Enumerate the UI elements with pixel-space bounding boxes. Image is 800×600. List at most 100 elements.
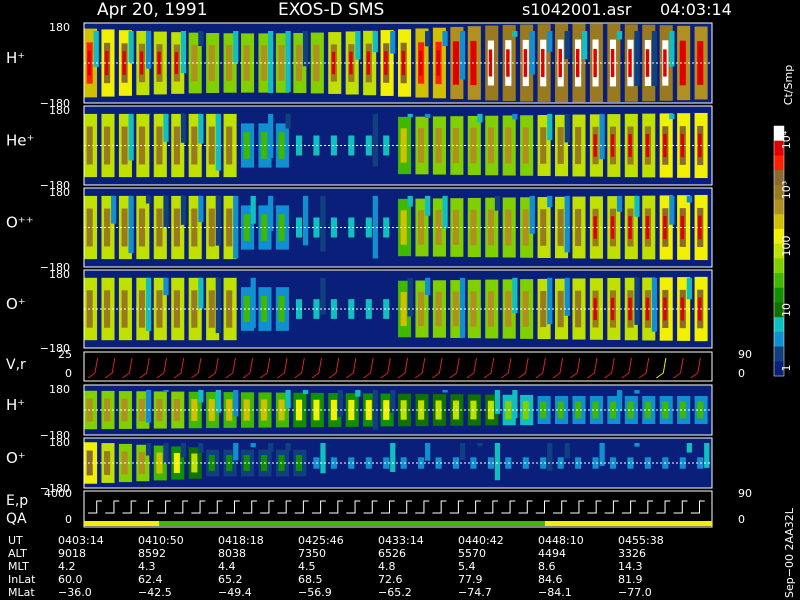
energy-trace	[553, 500, 567, 514]
heat-cell	[634, 443, 640, 447]
heat-cell	[645, 297, 650, 321]
heat-cell	[634, 31, 640, 86]
velocity-trace	[414, 357, 426, 379]
panel-frame	[83, 437, 713, 489]
heat-cell	[348, 399, 355, 421]
heat-cell	[295, 455, 303, 471]
heat-cell	[320, 195, 326, 252]
energy-trace	[535, 500, 550, 514]
panel-label: QA	[6, 511, 27, 527]
velocity-trace	[466, 357, 477, 379]
heat-cell	[564, 31, 570, 60]
heat-cell	[138, 208, 146, 247]
heat-cell	[627, 457, 634, 469]
energy-trace	[208, 500, 223, 514]
heat-cell	[425, 443, 431, 461]
energy-trace	[673, 500, 688, 514]
energy-trace	[570, 500, 585, 514]
heat-cell	[407, 113, 413, 118]
footer-value: 5570	[458, 547, 486, 560]
heat-cell	[156, 452, 163, 474]
heat-cell	[208, 208, 215, 247]
footer-value: 60.0	[58, 573, 83, 586]
heat-cell	[575, 290, 582, 328]
heat-cell	[564, 113, 570, 143]
footer-value: 65.2	[218, 573, 243, 586]
colorbar-tick: 10³	[780, 181, 793, 199]
energy-trace	[191, 500, 206, 514]
heat-cell	[582, 31, 588, 60]
heat-cell	[372, 113, 378, 167]
footer-value: 4.8	[378, 560, 396, 573]
heat-cell	[487, 127, 494, 164]
y-tick-bottom: −180	[40, 179, 70, 192]
footer-value: −56.9	[298, 586, 332, 599]
heat-cell	[575, 126, 582, 165]
velocity-trace	[501, 357, 512, 379]
heat-cell	[163, 195, 169, 228]
footer-value: −74.7	[458, 586, 492, 599]
heat-cell	[145, 443, 152, 456]
heat-cell	[138, 290, 146, 328]
heat-cell	[355, 390, 361, 397]
heat-cell	[512, 113, 518, 120]
colorbar-tick: 100	[780, 236, 793, 257]
heat-cell	[208, 399, 215, 421]
energy-trace	[139, 500, 154, 514]
energy-trace	[484, 500, 499, 514]
heat-cell	[435, 400, 442, 420]
heat-cell	[163, 390, 169, 393]
heat-cell	[592, 401, 599, 419]
heat-cell	[250, 443, 256, 448]
heat-cell	[512, 31, 518, 37]
footer-value: 0440:42	[458, 534, 504, 547]
heat-cell	[628, 49, 632, 77]
heat-cell	[104, 398, 111, 422]
plot-area: 180−180H⁺180−180He⁺180−180O⁺⁺180−180O⁺V,…	[6, 21, 795, 528]
energy-trace	[656, 500, 671, 514]
energy-trace	[398, 500, 412, 514]
heat-cell	[145, 277, 152, 331]
velocity-trace	[208, 357, 219, 379]
heat-cell	[459, 277, 466, 338]
heat-cell	[145, 195, 152, 204]
heat-cell	[215, 277, 221, 334]
heat-cell	[593, 48, 597, 78]
heat-cell	[390, 443, 396, 472]
footer-row-label: MLat	[8, 586, 35, 599]
footer-row-label: MLT	[8, 560, 29, 573]
footer-value: 9018	[58, 547, 86, 560]
velocity-trace	[690, 357, 701, 379]
heat-cell	[285, 390, 291, 409]
energy-trace	[604, 500, 619, 514]
heat-cell	[669, 31, 675, 67]
heat-cell	[512, 277, 518, 314]
energy-trace	[277, 500, 292, 514]
footer-value: −84.1	[538, 586, 572, 599]
heat-cell	[540, 209, 547, 246]
energy-trace	[156, 500, 171, 514]
footer-value: 0410:50	[138, 534, 184, 547]
heat-cell	[243, 45, 250, 81]
velocity-trace	[552, 357, 564, 379]
heat-cell	[435, 291, 442, 327]
heat-cell	[529, 31, 535, 75]
y-tick-bottom: −180	[40, 482, 70, 495]
heat-cell	[698, 49, 702, 77]
heat-cell	[540, 457, 547, 469]
footer-value: −42.5	[138, 586, 172, 599]
heat-cell	[651, 31, 658, 87]
heat-cell	[157, 51, 161, 75]
velocity-trace	[380, 357, 391, 379]
footer-value: 3326	[618, 547, 646, 560]
heat-cell	[512, 390, 518, 419]
velocity-trace	[432, 357, 443, 379]
heat-cell	[145, 31, 152, 69]
heat-cell	[191, 208, 198, 247]
footer-value: 68.5	[298, 573, 323, 586]
velocity-trace	[604, 357, 615, 379]
y-tick-top: 25	[58, 348, 72, 361]
heat-cell	[285, 443, 291, 452]
footer-value: 5.4	[458, 560, 476, 573]
heat-cell	[208, 455, 215, 471]
